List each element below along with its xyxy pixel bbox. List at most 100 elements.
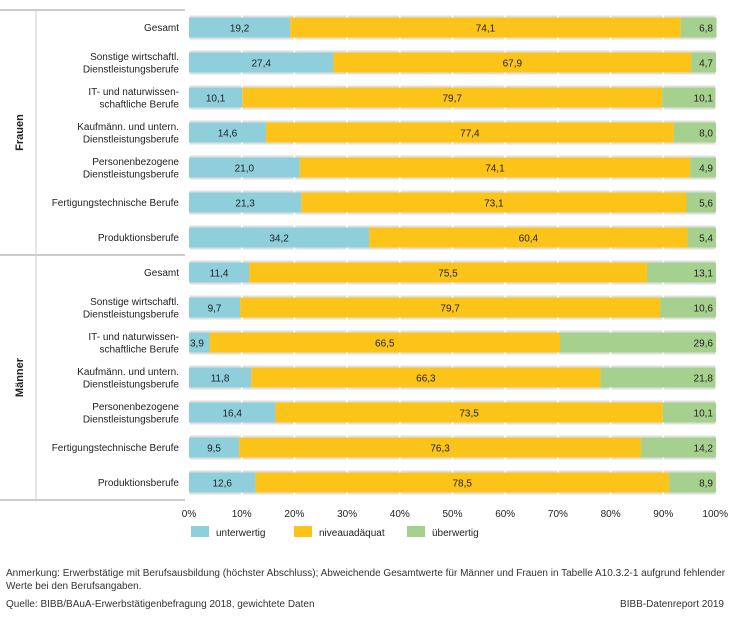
bar-segment-niveauadäquat — [251, 367, 601, 388]
bar-segment-überwertig — [641, 437, 716, 458]
legend-swatch — [191, 526, 209, 537]
category-label: Sonstige wirtschaftl. Dienstleistungsberu… — [83, 52, 180, 76]
category-label: Produktionsberufe — [98, 478, 180, 489]
bar-segment-niveauadäquat — [265, 122, 674, 143]
bar-segment-niveauadäquat — [301, 192, 687, 213]
x-tick-label: 50% — [442, 509, 462, 520]
value-label: 14,2 — [694, 444, 714, 455]
category-label-line: Dienstleistungsberufe — [83, 134, 180, 145]
bar-segment-niveauadäquat — [333, 52, 692, 73]
x-tick-label: 100% — [702, 509, 728, 520]
value-label: 67,9 — [503, 59, 523, 70]
bar-segment-unterwertig — [189, 437, 240, 458]
x-tick-label: 40% — [390, 509, 410, 520]
bar-segment-niveauadäquat — [239, 437, 642, 458]
value-label: 3,9 — [190, 339, 204, 350]
legend-label: überwertig — [432, 528, 479, 539]
category-label: Fertigungstechnische Berufe — [52, 443, 180, 454]
bar-segment-niveauadäquat — [369, 227, 688, 248]
bar-segment-überwertig — [690, 157, 716, 178]
category-label: Kaufmänn. und untern. Dienstleistungsberu… — [77, 367, 179, 391]
x-tick-label: 80% — [601, 509, 621, 520]
category-label: Personenbezogene Dienstleistungsberufe — [83, 402, 180, 426]
value-label: 78,5 — [453, 479, 473, 490]
category-label-line: Personenbezogene — [92, 157, 179, 168]
category-label-line: IT- und naturwissen- — [88, 332, 179, 343]
value-label: 66,3 — [416, 374, 436, 385]
x-tick-label: 60% — [495, 509, 515, 520]
bar-segment-niveauadäquat — [290, 17, 681, 38]
bar-segment-unterwertig — [189, 367, 252, 388]
value-label: 79,7 — [443, 94, 463, 105]
value-label: 10,6 — [694, 304, 714, 315]
value-label: 10,1 — [694, 409, 714, 420]
value-label: 77,4 — [460, 129, 480, 140]
x-tick-label: 70% — [548, 509, 568, 520]
legend-label: unterwertig — [216, 528, 265, 539]
bar-segment-überwertig — [687, 227, 716, 248]
value-label: 21,0 — [235, 164, 255, 175]
x-tick-label: 10% — [232, 509, 252, 520]
value-label: 79,7 — [440, 304, 460, 315]
category-label-line: Personenbezogene — [92, 402, 179, 413]
value-label: 27,4 — [251, 59, 271, 70]
value-label: 9,7 — [208, 304, 222, 315]
category-label-line: Fertigungstechnische Berufe — [52, 198, 180, 209]
category-label-line: Dienstleistungsberufe — [83, 309, 180, 320]
value-label: 11,4 — [210, 269, 229, 280]
category-label-line: Kaufmänn. und untern. — [77, 122, 179, 133]
value-label: 4,9 — [699, 164, 713, 175]
value-label: 21,8 — [694, 374, 714, 385]
value-label: 29,6 — [694, 339, 714, 350]
group-label: Männer — [14, 357, 26, 397]
value-label: 75,5 — [438, 269, 458, 280]
bar-segment-überwertig — [646, 262, 716, 283]
bar-segment-unterwertig — [189, 332, 210, 353]
value-label: 19,2 — [230, 24, 250, 35]
value-label: 8,0 — [699, 129, 713, 140]
bar-segment-überwertig — [600, 367, 716, 388]
bar-segment-niveauadäquat — [240, 297, 661, 318]
value-label: 76,3 — [430, 444, 450, 455]
category-label-line: Kaufmänn. und untern. — [77, 367, 179, 378]
bar-segment-unterwertig — [189, 122, 266, 143]
bar-segment-überwertig — [673, 122, 716, 143]
value-label: 74,1 — [485, 164, 505, 175]
category-label-line: Sonstige wirtschaftl. — [90, 52, 179, 63]
x-tick-label: 0% — [182, 509, 197, 520]
category-label: Gesamt — [144, 268, 179, 279]
value-label: 34,2 — [269, 234, 289, 245]
value-label: 73,5 — [459, 409, 479, 420]
bar-segment-niveauadäquat — [299, 157, 691, 178]
bar-segment-überwertig — [662, 402, 716, 423]
category-label: IT- und naturwissen-schaftliche Berufe — [88, 87, 179, 111]
value-label: 66,5 — [375, 339, 395, 350]
bar-segment-unterwertig — [189, 472, 256, 493]
value-label: 10,1 — [206, 94, 226, 105]
value-label: 74,1 — [476, 24, 496, 35]
category-label-line: Dienstleistungsberufe — [83, 64, 180, 75]
bar-segment-überwertig — [669, 472, 716, 493]
legend-swatch — [294, 526, 312, 537]
category-label: Fertigungstechnische Berufe — [52, 198, 180, 209]
bar-segment-unterwertig — [189, 52, 334, 73]
legend-swatch — [407, 526, 425, 537]
bar-segment-niveauadäquat — [275, 402, 663, 423]
category-label: Produktionsberufe — [98, 233, 180, 244]
category-label: Kaufmänn. und untern. Dienstleistungsberu… — [77, 122, 179, 146]
category-label-line: Gesamt — [144, 23, 179, 34]
value-label: 16,4 — [222, 409, 242, 420]
value-label: 10,1 — [694, 94, 714, 105]
category-label-line: schaftliche Berufe — [100, 99, 180, 110]
category-label-line: Produktionsberufe — [98, 478, 180, 489]
bar-segment-niveauadäquat — [242, 87, 663, 108]
bar-segment-unterwertig — [189, 157, 300, 178]
category-label: Personenbezogene Dienstleistungsberufe — [83, 157, 180, 181]
category-label-line: Dienstleistungsberufe — [83, 379, 180, 390]
category-label-line: Produktionsberufe — [98, 233, 180, 244]
category-label-line: Gesamt — [144, 268, 179, 279]
chart-source: Quelle: BIBB/BAuA-Erwerbstätigenbefragun… — [6, 599, 315, 610]
bar-segment-überwertig — [691, 52, 716, 73]
value-label: 4,7 — [699, 59, 713, 70]
x-tick-label: 20% — [284, 509, 304, 520]
